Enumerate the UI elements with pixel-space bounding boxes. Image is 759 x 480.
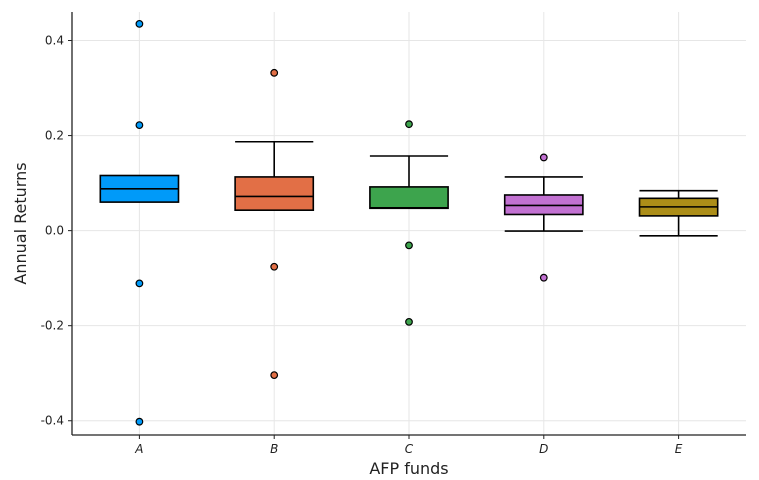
outlier-point (270, 68, 279, 77)
outlier-point (135, 121, 144, 130)
x-axis-label: AFP funds (369, 459, 448, 478)
outlier-point (539, 273, 548, 282)
x-tick-label: B (270, 442, 278, 456)
box-b (234, 68, 315, 380)
outlier-point (135, 19, 144, 28)
x-tick-label: D (539, 442, 548, 456)
box-a (99, 19, 180, 426)
box-c (369, 120, 449, 326)
y-tick-label: 0.4 (45, 34, 64, 48)
box-iqr (369, 186, 449, 210)
y-tick-label: 0.2 (45, 129, 64, 143)
outlier-point (405, 241, 413, 250)
outlier-point (135, 417, 144, 426)
outlier-point (539, 153, 548, 162)
x-tick-label: C (405, 442, 414, 456)
y-ticks: 0.4 0.2 0.0 -0.2 -0.4 (41, 34, 72, 428)
box-d (503, 153, 584, 282)
x-tick-label: E (675, 442, 683, 456)
outlier-point (405, 120, 413, 129)
outlier-point (135, 279, 144, 288)
plot-area (99, 19, 719, 426)
y-tick-label: 0.0 (45, 224, 64, 238)
box-e (638, 189, 719, 237)
x-tick-label: A (134, 442, 143, 456)
y-axis-label: Annual Returns (11, 162, 30, 284)
outlier-point (270, 262, 279, 271)
outlier-point (270, 371, 279, 380)
y-tick-label: -0.2 (41, 319, 64, 333)
grid-lines (72, 12, 746, 435)
box-iqr (234, 176, 315, 211)
x-ticks: A B C D E (134, 435, 683, 456)
y-tick-label: -0.4 (41, 414, 64, 428)
outlier-point (405, 317, 413, 326)
